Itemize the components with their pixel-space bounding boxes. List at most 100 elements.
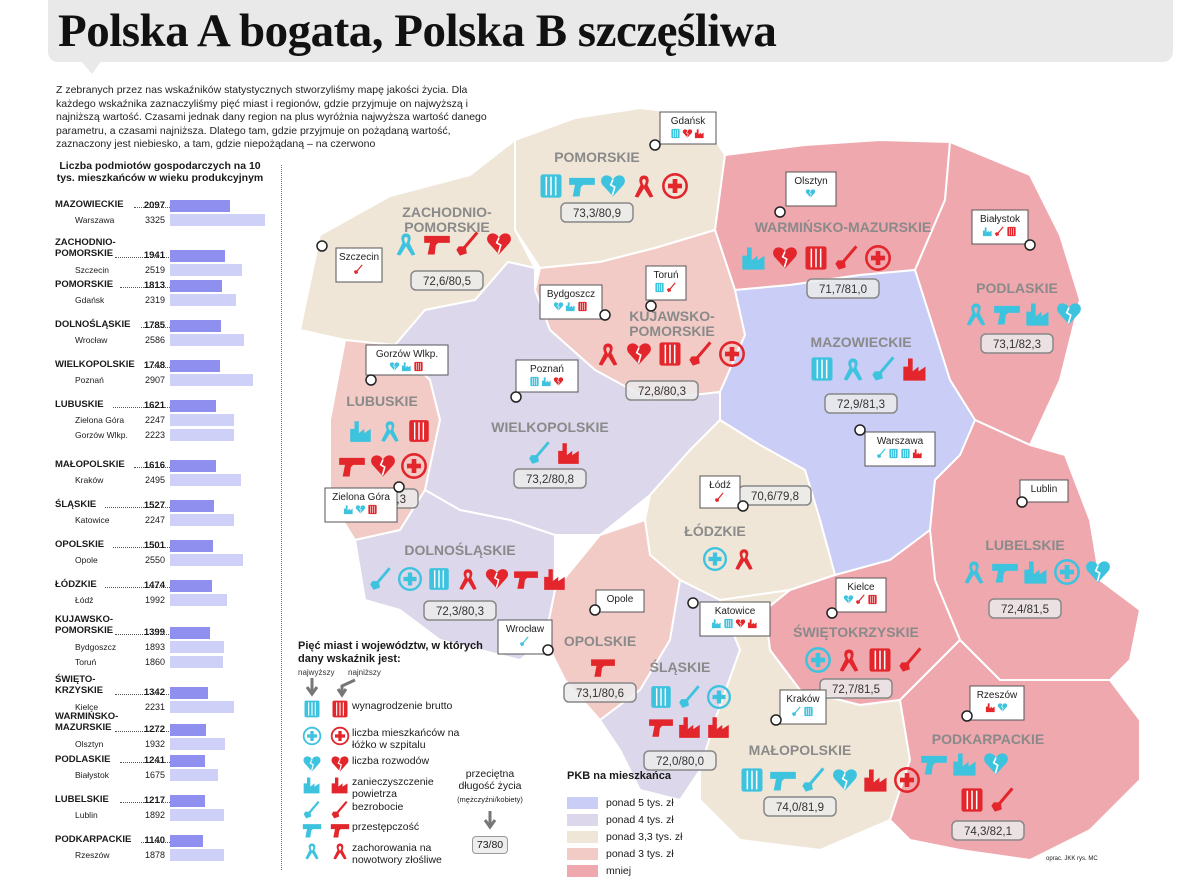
ranking-leader [141,842,190,843]
ranking-city-bar [170,474,242,486]
region-label: PODKARPACKIE [932,731,1045,747]
city-name: Bydgoszcz [547,289,595,300]
ranking-city-bar [170,849,224,861]
ranking-region-bar [170,400,217,412]
shovel-icon [331,800,348,819]
ranking-region-value: 2097 [143,200,165,211]
ranking-city: Lublin [75,810,98,820]
ranking-region: WARMIŃSKO-MAZURSKIE [55,711,119,733]
broken-heart-icon [303,756,349,772]
ranking-city: Gorzów Wlkp. [75,430,128,440]
ranking-region: KUJAWSKO-POMORSKIE [55,614,114,636]
ranking-city: Wrocław [75,335,108,345]
ranking-city-bar [170,554,243,566]
gun-icon [330,824,350,838]
salary-icon [901,448,910,459]
city-marker [645,300,657,312]
city-marker [510,391,522,403]
ribbon-icon [333,843,347,860]
factory-icon [679,717,700,738]
ribbon-icon [735,549,753,570]
heart-icon [371,455,395,477]
ranking-city-bar [170,334,244,346]
ranking-leader [141,327,190,328]
ranking-leader [115,634,185,635]
ranking-city: Zielona Góra [75,415,125,425]
life-expectancy-value: 72,7/81,5 [832,684,880,696]
salary-icon [961,788,983,812]
life-expectancy-value: 73,1/80,6 [576,688,624,700]
factory-icon [711,619,721,629]
city-marker [854,424,866,436]
legend-label: zanieczyszczenie powietrza [352,776,434,800]
hospital-bed-icon [302,726,350,746]
ranking-city-value: 2550 [144,555,165,565]
ranking-region: PODKARPACKIE [55,834,132,845]
city-name: Gorzów Wlkp. [376,349,438,360]
ranking-region-value: 1527 [143,500,165,511]
gun-icon [339,457,365,477]
ranking-city: Rzeszów [75,850,110,860]
city-box [785,171,837,207]
salary-icon [868,594,877,605]
gun-icon [591,659,615,677]
factory-icon [694,129,704,139]
region-label: WARMIŃSKO-MAZURSKIE [755,219,932,235]
life-expectancy-value: 74,0/81,9 [776,802,824,814]
city-box [335,247,383,283]
city-marker [365,374,377,386]
shovel-icon [519,636,529,647]
pkb-label: mniej [606,865,632,877]
city-box [324,487,398,523]
life-legend-title: przeciętna długość życia [458,768,522,792]
hospital-icon [330,726,350,746]
ranking-region-value: 1941 [143,250,165,261]
city-marker [770,714,782,726]
shovel-icon [456,231,479,256]
region-label: WIELKOPOLSKIE [491,419,608,435]
life-expectancy-value: 72,0/80,0 [656,756,704,768]
life-legend-example: 73/80 [471,836,509,854]
ranking-region-value: 1501 [143,540,165,551]
factory-icon [343,505,353,515]
salary-icon [805,246,827,270]
city-marker [316,240,328,252]
ranking-region: DOLNOŚLĄSKIE [55,319,131,330]
life-expectancy-value: 72,3/80,3 [436,606,484,618]
sidebar-header: Liczba podmiotów gospodarczych na 10 tys… [56,160,264,184]
ranking-region: ŚWIĘTO-KRZYSKIE [55,674,104,696]
life-expectancy-box [763,796,837,817]
life-expectancy-box [819,678,893,699]
ranking-city-value: 1675 [144,770,165,780]
ranking-city-bar [170,374,254,386]
ranking-city: Szczecin [75,265,110,275]
region-label: OPOLSKIE [564,633,636,649]
legend-label: liczba rozwodów [352,755,430,767]
life-expectancy-box [563,682,637,703]
heart-icon [735,619,746,628]
city-name: Poznań [530,364,564,375]
city-marker [961,710,973,722]
life-expectancy-box [951,820,1025,841]
ranking-region-value: 1474 [143,580,165,591]
ranking-city-value: 1893 [144,642,165,652]
heart-icon [833,769,857,791]
city-box [864,431,936,467]
life-expectancy-value: 72,8/80,3 [638,386,686,398]
pkb-swatch [567,865,598,878]
city-box [969,685,1025,721]
ranking-region-bar [170,280,222,292]
ribbon-icon [305,843,347,860]
factory-icon [558,443,579,464]
life-expectancy-value: 70,6/79,8 [751,491,799,503]
ranking-city-value: 2223 [144,430,165,440]
life-expectancy-value: 71,7/81,0 [819,284,867,296]
ranking-city: Warszawa [75,215,115,225]
factory-icon [985,703,995,713]
ranking-leader [105,507,190,508]
region-label: POMORSKIE [404,219,490,235]
salary-icon [869,648,891,672]
ranking-region-bar [170,580,213,592]
ranking-region-bar [170,250,226,262]
